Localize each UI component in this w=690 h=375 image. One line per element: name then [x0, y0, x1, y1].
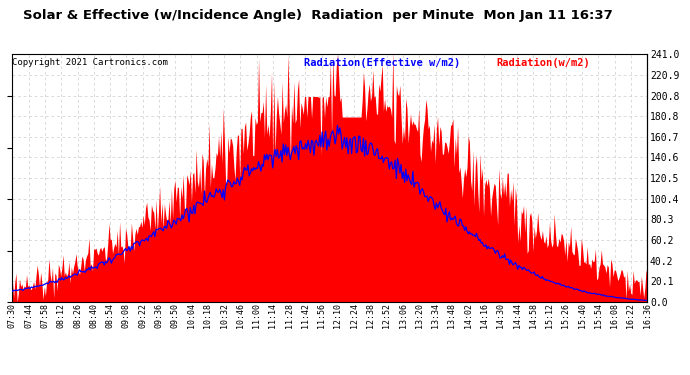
Text: Copyright 2021 Cartronics.com: Copyright 2021 Cartronics.com: [12, 58, 168, 67]
Text: Radiation(w/m2): Radiation(w/m2): [497, 58, 591, 68]
Text: Solar & Effective (w/Incidence Angle)  Radiation  per Minute  Mon Jan 11 16:37: Solar & Effective (w/Incidence Angle) Ra…: [23, 9, 612, 22]
Text: Radiation(Effective w/m2): Radiation(Effective w/m2): [304, 58, 460, 68]
